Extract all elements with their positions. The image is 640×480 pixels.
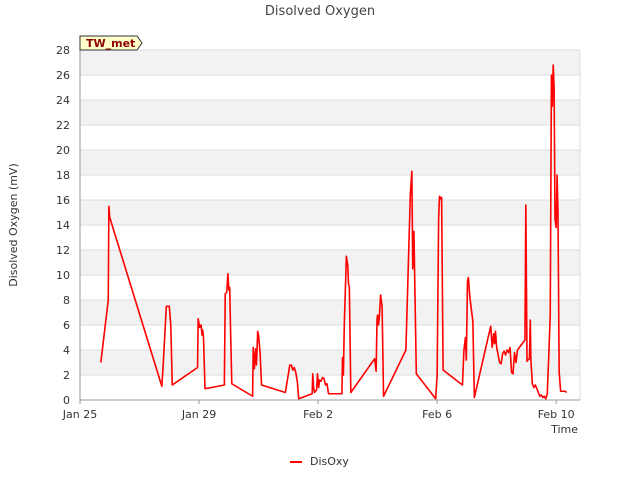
legend[interactable]: DisOxy <box>290 455 349 468</box>
plot-band <box>80 50 580 75</box>
y-tick-label: 2 <box>63 369 70 382</box>
x-tick-label: Feb 2 <box>303 408 333 421</box>
y-tick-label: 22 <box>56 119 70 132</box>
site-badge-label: TW_met <box>86 37 135 50</box>
x-tick-label: Feb 10 <box>538 408 575 421</box>
x-tick-labels: Jan 25 Jan 29 Feb 2 Feb 6 Feb 10 <box>62 400 575 421</box>
series-line-disoxy <box>100 64 568 400</box>
plot-band <box>80 200 580 225</box>
plot-band <box>80 150 580 175</box>
plot-band <box>80 300 580 325</box>
y-tick-label: 24 <box>56 94 70 107</box>
chart-title: Disolved Oxygen <box>265 4 375 19</box>
x-axis-label: Time <box>550 423 578 436</box>
plot-band <box>80 100 580 125</box>
y-tick-label: 4 <box>63 344 70 357</box>
y-tick-label: 18 <box>56 169 70 182</box>
site-badge-shape <box>79 35 143 51</box>
plot-bands <box>80 50 580 375</box>
y-tick-label: 26 <box>56 69 70 82</box>
series-group <box>100 64 568 400</box>
x-tick-label: Jan 29 <box>181 408 216 421</box>
y-axis-label: Disolved Oxygen (mV) <box>7 163 20 287</box>
y-tick-label: 6 <box>63 319 70 332</box>
x-tick-label: Feb 6 <box>422 408 452 421</box>
y-tick-label: 8 <box>63 294 70 307</box>
y-tick-label: 12 <box>56 244 70 257</box>
y-tick-label: 10 <box>56 269 70 282</box>
y-tick-label: 28 <box>56 44 70 57</box>
y-tick-label: 0 <box>63 394 70 407</box>
y-tick-label: 20 <box>56 144 70 157</box>
y-tick-label: 16 <box>56 194 70 207</box>
y-tick-label: 14 <box>56 219 70 232</box>
plot-band <box>80 250 580 275</box>
legend-label-disoxy: DisOxy <box>310 455 349 468</box>
site-badge: TW_met <box>79 35 143 51</box>
x-tick-label: Jan 25 <box>62 408 97 421</box>
